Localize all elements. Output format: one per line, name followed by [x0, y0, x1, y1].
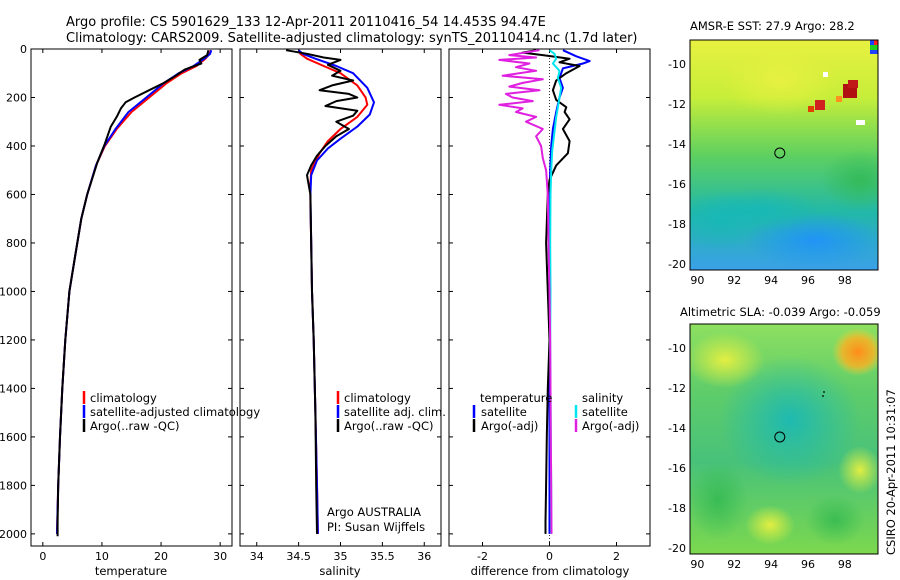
difference-legend: temperature satellite Argo(-adj) salinit… [472, 391, 639, 433]
y-tick-label: 600 [6, 188, 27, 201]
y-tick-label: 0 [20, 43, 27, 56]
map-y-tick-label: -12 [668, 98, 686, 111]
map-y-tick-label: -16 [668, 178, 686, 191]
sla-track-dot [823, 391, 825, 393]
timestamp-stamp: CSIRO 20-Apr-2011 10:31:07 [884, 389, 898, 555]
y-tick-label: 1000 [0, 285, 27, 298]
map-x-tick-label: 94 [764, 558, 778, 571]
sla-map-title: Altimetric SLA: -0.039 Argo: -0.059 [680, 305, 881, 319]
map-y-tick-label: -10 [668, 342, 686, 355]
legend-label-argo: Argo(..raw -QC) [90, 419, 180, 433]
temperature-legend: climatology satellite-adjusted climatolo… [82, 391, 260, 433]
legend-title-temperature: temperature [480, 391, 552, 405]
x-tick-label: 10 [95, 550, 109, 563]
legend-label-argo: Argo(..raw -QC) [344, 419, 434, 433]
map-y-tick-label: -18 [668, 218, 686, 231]
map-x-tick-label: 92 [727, 274, 741, 287]
sst-map-image [690, 40, 878, 270]
map-x-tick-label: 90 [690, 274, 704, 287]
profile-lines [56, 49, 591, 537]
map-y-tick-label: -18 [668, 502, 686, 515]
x-tick-label: 0 [546, 550, 553, 563]
figure-title-line1: Argo profile: CS 5901629_133 12-Apr-2011… [66, 15, 546, 30]
sla-argo-marker [774, 431, 786, 443]
map-y-tick-label: -10 [668, 58, 686, 71]
map-x-tick-label: 96 [801, 274, 815, 287]
x-tick-label: -2 [477, 550, 488, 563]
argo-australia-label: Argo AUSTRALIA [327, 505, 421, 519]
legend-label-temp-argo: Argo(-adj) [481, 419, 538, 433]
x-tick-label: 34.5 [286, 550, 311, 563]
difference-xlabel: difference from climatology [471, 564, 630, 578]
temperature-axes [30, 48, 233, 547]
y-tick-label: 1200 [0, 334, 27, 347]
x-tick-label: 2 [613, 550, 620, 563]
map-x-tick-label: 94 [764, 274, 778, 287]
map-x-tick-label: 96 [801, 558, 815, 571]
map-y-tick-label: -20 [668, 258, 686, 271]
x-tick-label: 36 [417, 550, 431, 563]
legend-label-satellite: satellite adj. clim. [344, 405, 446, 419]
sst-map-title: AMSR-E SST: 27.9 Argo: 28.2 [690, 19, 855, 33]
x-tick-label: 0 [39, 550, 46, 563]
figure-title-line2: Climatology: CARS2009. Satellite-adjuste… [66, 31, 638, 46]
map-y-tick-label: -12 [668, 382, 686, 395]
series-line-temperature-argo-adj- [521, 49, 581, 534]
legend-title-salinity: salinity [582, 391, 623, 405]
y-tick-label: 200 [6, 91, 27, 104]
axis-ticks: 0 10 20 30020040060080010001200140016001800… [0, 43, 852, 571]
salinity-xlabel: salinity [319, 564, 360, 578]
x-tick-label: 20 [154, 550, 168, 563]
legend-label-sal-argo: Argo(-adj) [582, 419, 639, 433]
sla-map-frame [689, 323, 879, 555]
y-tick-label: 800 [6, 237, 27, 250]
map-x-tick-label: 98 [838, 274, 852, 287]
y-tick-label: 400 [6, 140, 27, 153]
y-tick-label: 1600 [0, 431, 27, 444]
map-y-tick-label: -20 [668, 542, 686, 555]
y-tick-label: 1400 [0, 382, 27, 395]
y-tick-label: 1800 [0, 479, 27, 492]
map-y-tick-label: -14 [668, 422, 686, 435]
y-tick-label: 2000 [0, 528, 27, 541]
x-tick-label: 30 [213, 550, 227, 563]
legend-label-climatology: climatology [90, 391, 157, 405]
legend-label-temp-satellite: satellite [481, 405, 527, 419]
x-tick-label: 35.5 [370, 550, 395, 563]
series-line-argo-raw-qc- [285, 49, 359, 534]
series-line-salinity-argo-adj- [498, 49, 553, 534]
series-line-argo-raw-qc- [56, 49, 210, 537]
temperature-xlabel: temperature [95, 564, 167, 578]
x-tick-label: 34 [250, 550, 264, 563]
sst-argo-marker [774, 147, 786, 159]
map-y-tick-label: -16 [668, 462, 686, 475]
map-x-tick-label: 92 [727, 558, 741, 571]
legend-label-sal-satellite: satellite [582, 405, 628, 419]
sla-track-dot [822, 395, 824, 397]
map-y-tick-label: -14 [668, 138, 686, 151]
salinity-axes [239, 48, 442, 547]
legend-label-satellite: satellite-adjusted climatology [90, 405, 260, 419]
legend-label-climatology: climatology [344, 391, 411, 405]
salinity-legend: climatology satellite adj. clim. Argo(..… [336, 391, 446, 433]
x-tick-label: 35 [334, 550, 348, 563]
map-x-tick-label: 98 [838, 558, 852, 571]
sst-map-frame [689, 39, 879, 271]
map-x-tick-label: 90 [690, 558, 704, 571]
pi-label: PI: Susan Wijffels [327, 520, 425, 534]
